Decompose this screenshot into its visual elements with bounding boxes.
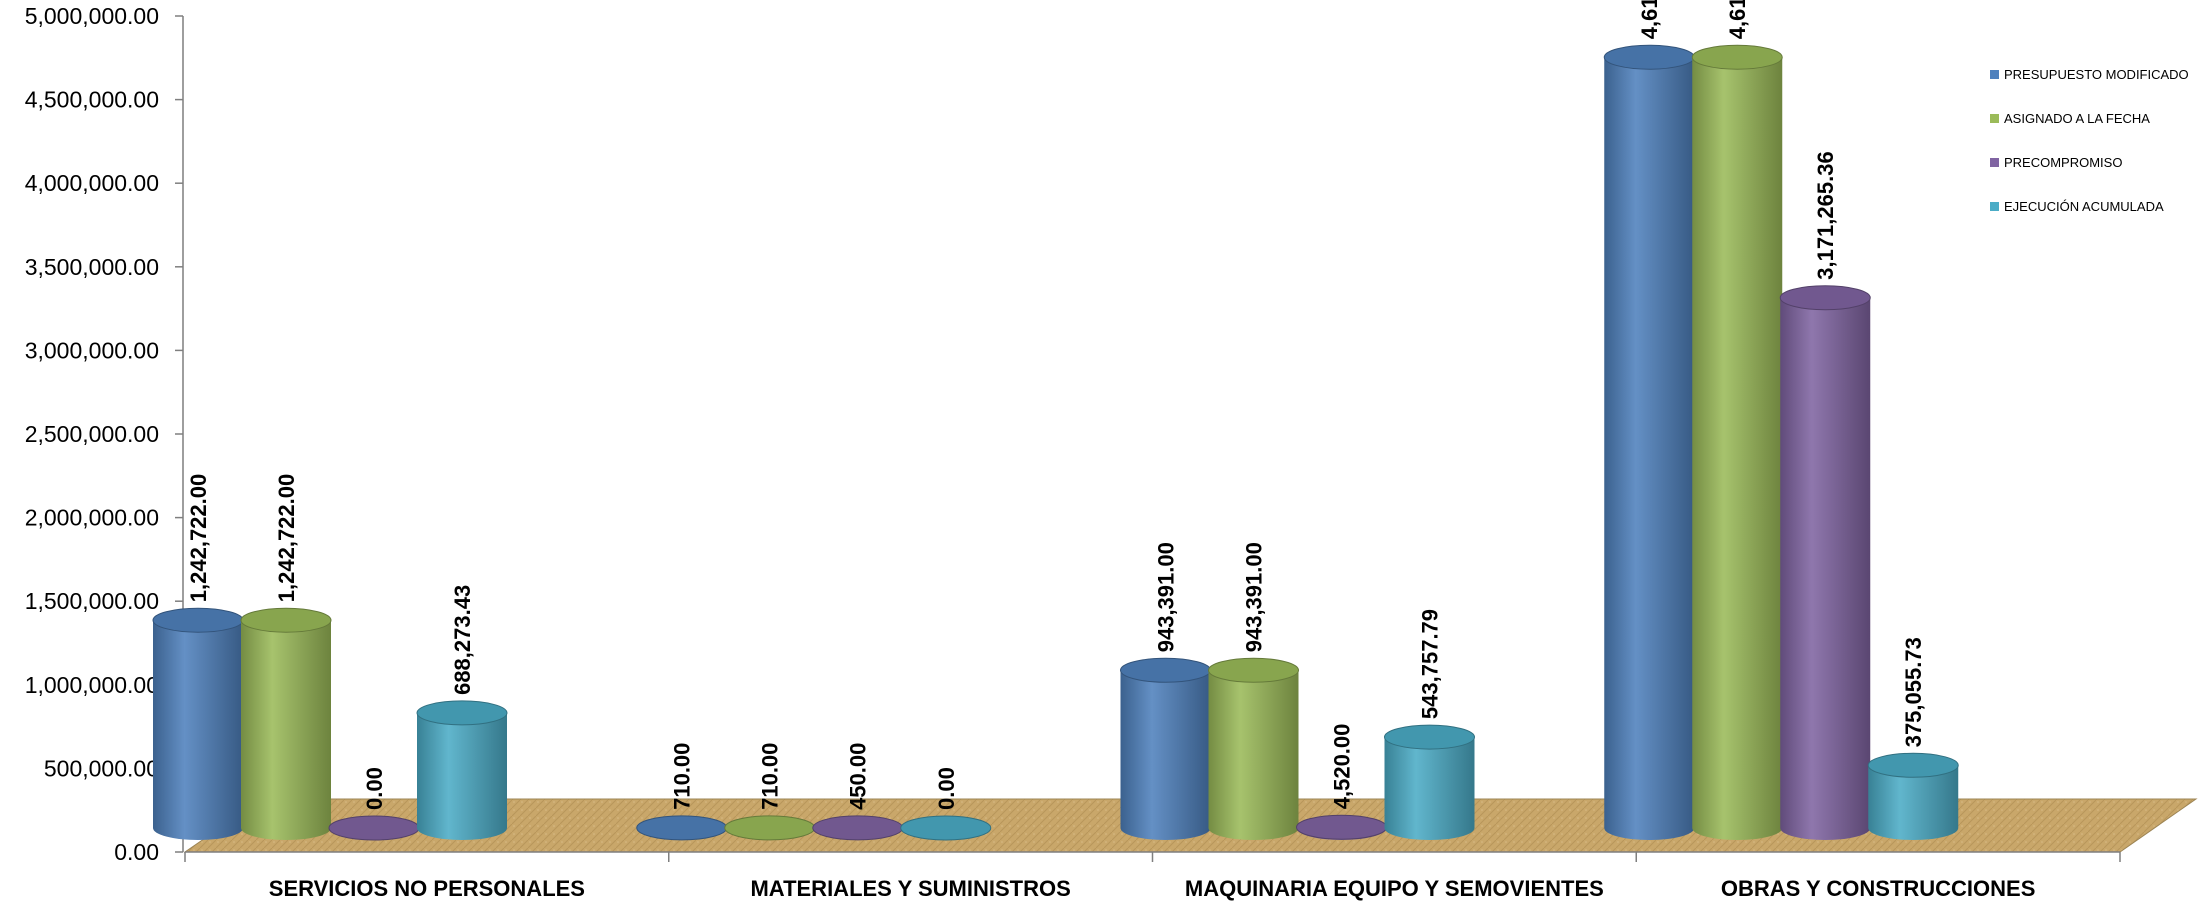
category-label: OBRAS Y CONSTRUCCIONES — [1721, 876, 2036, 901]
bar-top — [240, 607, 332, 633]
data-label: 0.00 — [934, 767, 959, 810]
bar-top — [724, 815, 816, 841]
legend-label: PRECOMPROMISO — [2004, 155, 2122, 170]
y-tick-label: 0.00 — [114, 839, 159, 865]
data-label: 0.00 — [362, 767, 387, 810]
bar — [636, 815, 728, 841]
legend: PRESUPUESTO MODIFICADO ASIGNADO A LA FECH… — [1990, 67, 2189, 214]
data-label: 3,171,265.36 — [1813, 151, 1838, 279]
bar-top — [416, 700, 508, 726]
data-label: 4,520.00 — [1330, 724, 1355, 810]
y-tick-label: 5,000,000.00 — [25, 3, 159, 29]
bar-top — [1120, 657, 1211, 683]
bar-top — [1603, 44, 1695, 70]
bar — [1384, 724, 1475, 840]
y-tick-label: 2,000,000.00 — [25, 505, 159, 531]
bar — [900, 815, 992, 841]
y-tick-label: 500,000.00 — [44, 755, 159, 781]
y-tick-label: 4,000,000.00 — [25, 170, 159, 196]
bar-body — [1868, 765, 1959, 840]
legend-swatch — [1990, 114, 1999, 123]
bar — [1779, 285, 1871, 841]
bar-top — [1779, 285, 1871, 311]
bar-body — [1208, 670, 1299, 840]
bar — [1208, 657, 1299, 840]
x-axis: SERVICIOS NO PERSONALES MATERIALES Y SUMI… — [184, 851, 2121, 901]
bar — [724, 815, 816, 841]
bar-body — [153, 620, 243, 840]
category-label: MATERIALES Y SUMINISTROS — [750, 876, 1070, 901]
data-label: 4,61 — [1725, 0, 1750, 39]
bar-body — [1692, 57, 1783, 840]
bar-body — [1384, 737, 1475, 840]
data-label: 543,757.79 — [1418, 609, 1443, 719]
y-tick-label: 4,500,000.00 — [25, 87, 159, 113]
legend-entry: EJECUCIÓN ACUMULADA — [1990, 199, 2164, 214]
bar — [416, 700, 508, 840]
bar-top — [636, 815, 728, 841]
y-tick-label: 3,000,000.00 — [25, 337, 159, 363]
data-label: 450.00 — [846, 743, 871, 810]
data-label: 375,055.73 — [1901, 637, 1926, 747]
data-label: 943,391.00 — [1154, 542, 1179, 652]
legend-label: EJECUCIÓN ACUMULADA — [2004, 199, 2164, 214]
data-label: 943,391.00 — [1242, 542, 1267, 652]
bar-top — [1691, 44, 1783, 70]
category-label: MAQUINARIA EQUIPO Y SEMOVIENTES — [1185, 876, 1604, 901]
data-label: 1,242,722.00 — [186, 474, 211, 602]
data-label: 710.00 — [670, 743, 695, 810]
bar — [1120, 657, 1211, 840]
bar-top — [328, 815, 420, 841]
legend-entry: PRESUPUESTO MODIFICADO — [1990, 67, 2189, 82]
bar-top — [1867, 752, 1959, 778]
bar — [240, 607, 332, 840]
bar — [1691, 44, 1783, 840]
bar-top — [1384, 724, 1475, 750]
legend-swatch — [1990, 158, 1999, 167]
legend-swatch — [1990, 70, 1999, 79]
bar-top — [900, 815, 992, 841]
bar — [812, 815, 904, 841]
bars — [152, 44, 1959, 841]
legend-swatch — [1990, 202, 1999, 211]
y-tick-label: 2,500,000.00 — [25, 421, 159, 447]
bar — [1867, 752, 1959, 840]
bar — [152, 607, 244, 840]
bar-body — [1604, 57, 1695, 840]
bar — [328, 815, 420, 841]
bar-body — [417, 712, 507, 840]
bar-top — [1296, 814, 1387, 840]
bar — [1296, 814, 1387, 840]
bar-body — [241, 620, 331, 840]
legend-entry: PRECOMPROMISO — [1990, 155, 2122, 170]
bar-body — [1780, 297, 1871, 841]
bar-body — [1120, 670, 1211, 840]
bar-top — [1208, 657, 1299, 683]
y-tick-label: 1,500,000.00 — [25, 588, 159, 614]
y-tick-label: 3,500,000.00 — [25, 254, 159, 280]
legend-label: PRESUPUESTO MODIFICADO — [2004, 67, 2189, 82]
data-labels: 1,242,722.00 710.00 943,391.00 4,61 1,242,72… — [186, 0, 1926, 810]
data-label: 4,61 — [1637, 0, 1662, 39]
legend-label: ASIGNADO A LA FECHA — [2004, 111, 2150, 126]
y-tick-label: 1,000,000.00 — [25, 672, 159, 698]
y-axis: 0.00 500,000.00 1,000,000.00 1,500,000.00 2,… — [25, 3, 184, 865]
legend-entry: ASIGNADO A LA FECHA — [1990, 111, 2150, 126]
data-label: 710.00 — [758, 743, 783, 810]
bar — [1603, 44, 1695, 840]
category-label: SERVICIOS NO PERSONALES — [269, 876, 585, 901]
data-label: 688,273.43 — [450, 585, 475, 695]
data-label: 1,242,722.00 — [274, 474, 299, 602]
bar-top — [812, 815, 904, 841]
bar-top — [152, 607, 244, 633]
